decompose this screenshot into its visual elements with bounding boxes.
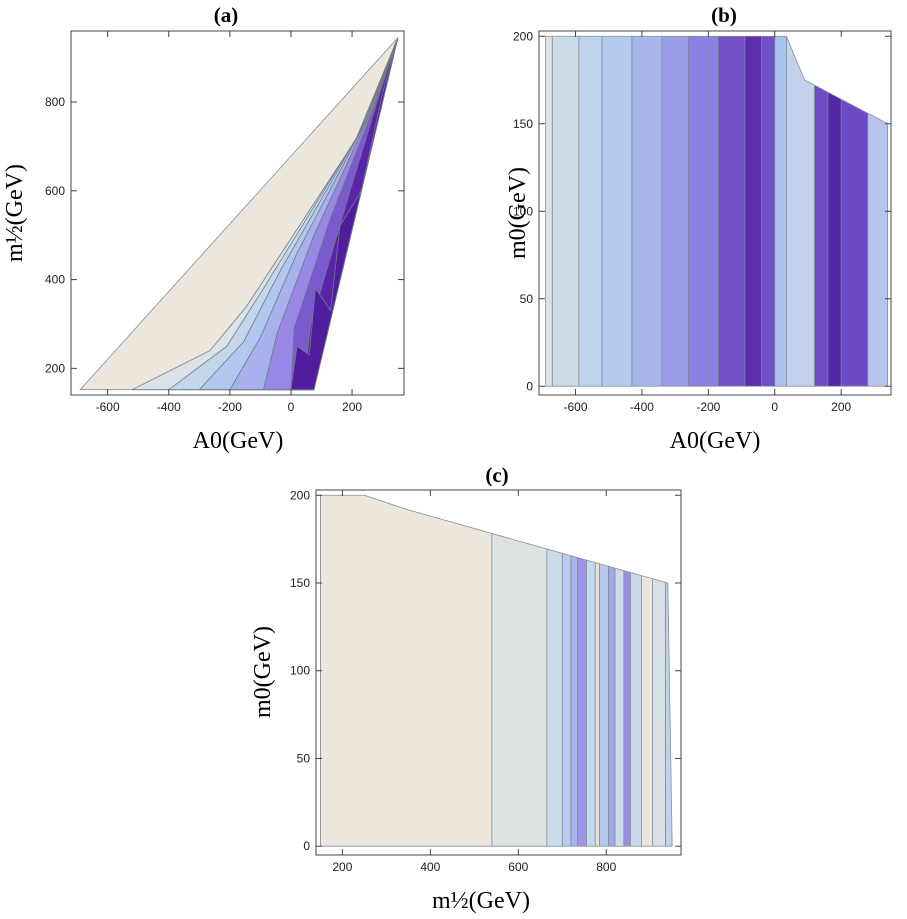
x-tick-label: 200	[332, 860, 352, 874]
contour-band	[608, 495, 616, 847]
y-tick-label: 400	[45, 273, 65, 287]
y-tick-label: 100	[513, 204, 533, 218]
y-tick-label: 150	[513, 117, 533, 131]
contour-band	[827, 36, 842, 387]
panel-c: 200 400 600 800 0 50 100 150 200 (c) m½(GeV) m0(GeV…	[250, 463, 682, 914]
x-tick-label: 200	[342, 400, 362, 414]
x-tick-label: 600	[508, 860, 528, 874]
panel-title: (a)	[214, 3, 239, 27]
y-tick-label: 100	[290, 664, 310, 678]
contour-band	[578, 36, 603, 387]
contour-band	[577, 495, 587, 847]
x-tick-label: -600	[96, 400, 120, 414]
contour-band	[630, 495, 642, 847]
plot-frame	[315, 489, 682, 856]
y-tick-label: 200	[45, 361, 65, 375]
x-tick-label: -400	[157, 400, 181, 414]
contour-band	[641, 495, 653, 847]
contour-band	[761, 36, 776, 387]
contour-band	[491, 495, 548, 847]
contour-band	[551, 36, 580, 387]
x-tick-label: 800	[596, 860, 616, 874]
y-axis-label: m0(GeV)	[250, 626, 276, 718]
x-tick-label: 0	[771, 400, 778, 414]
panel-b: -600 -400 -200 0 200 0 50 100 150 200 (b) A0(GeV) m0…	[505, 3, 892, 454]
contour-band	[652, 495, 666, 847]
contour-band	[623, 495, 631, 847]
contour-band	[631, 36, 663, 387]
contour-band	[570, 495, 579, 847]
contour-band	[561, 495, 572, 847]
contour-band	[840, 36, 869, 387]
x-tick-label: 0	[288, 400, 295, 414]
contour-band	[744, 36, 762, 387]
panel-title: (c)	[485, 463, 508, 487]
y-tick-label: 0	[526, 379, 533, 393]
y-axis-label: m0(GeV)	[505, 167, 531, 259]
contour-band	[786, 36, 815, 387]
panel-title: (b)	[711, 3, 737, 27]
plot-frame	[538, 30, 892, 396]
contour-band	[717, 36, 746, 387]
contour-band	[546, 495, 563, 847]
y-tick-label: 50	[520, 292, 534, 306]
x-axis-label: A0(GeV)	[193, 428, 284, 454]
x-tick-label: -200	[696, 400, 720, 414]
contour-band	[320, 495, 493, 847]
contour-band	[545, 36, 553, 387]
y-tick-label: 0	[303, 839, 310, 853]
x-axis-label: A0(GeV)	[670, 428, 761, 454]
y-tick-label: 600	[45, 184, 65, 198]
contour-band	[688, 36, 719, 387]
plot-frame	[70, 30, 405, 396]
contour-band	[586, 495, 596, 847]
y-tick-label: 200	[290, 488, 310, 502]
x-axis-label: m½(GeV)	[432, 888, 530, 914]
x-tick-label: -200	[218, 400, 242, 414]
contour-bands	[320, 495, 673, 847]
y-tick-label: 150	[290, 576, 310, 590]
contour-band	[867, 36, 888, 387]
x-tick-label: -400	[630, 400, 654, 414]
x-tick-label: 200	[831, 400, 851, 414]
y-tick-label: 800	[45, 95, 65, 109]
contour-band	[290, 37, 399, 391]
contour-bands	[545, 36, 888, 387]
contour-band	[614, 495, 625, 847]
y-tick-label: 50	[297, 751, 311, 765]
contour-band	[594, 495, 600, 847]
y-axis-label: m½(GeV)	[2, 164, 28, 262]
contour-band	[661, 36, 689, 387]
x-tick-label: -600	[564, 400, 588, 414]
x-tick-label: 400	[420, 860, 440, 874]
panel-a: -600 -400 -200 0 200 200 400 600 800 (a) A0(GeV) m½…	[2, 3, 405, 454]
contour-band	[599, 495, 609, 847]
contour-band	[601, 36, 633, 387]
contour-band	[774, 36, 787, 387]
y-tick-label: 200	[513, 29, 533, 43]
contour-band	[814, 36, 829, 387]
